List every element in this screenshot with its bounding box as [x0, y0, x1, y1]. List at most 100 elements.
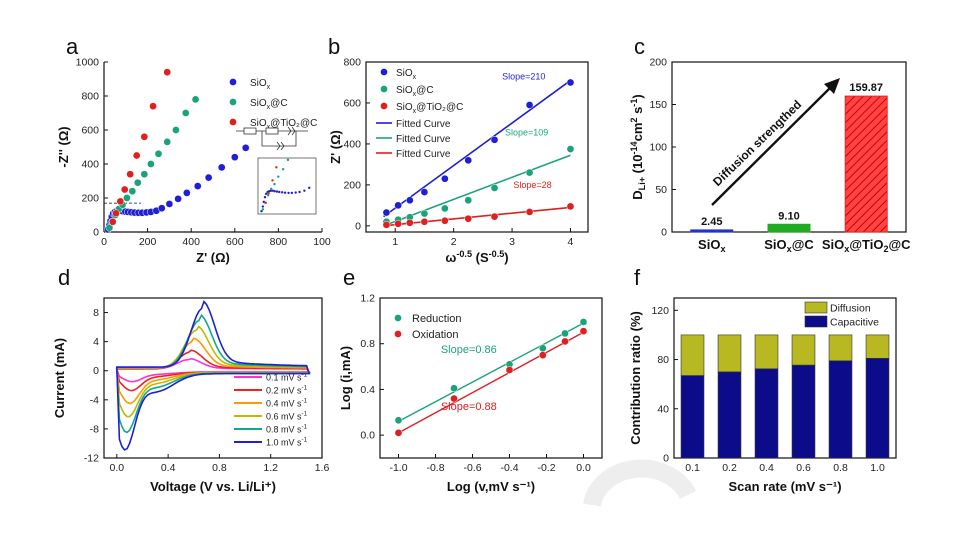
data-point-1 [566, 145, 575, 153]
data-point-2 [126, 170, 135, 179]
data-point-2 [140, 132, 149, 141]
data-point-0 [579, 318, 588, 326]
data-point-1 [128, 187, 137, 196]
inset-point-0 [298, 190, 301, 194]
data-point-2 [394, 219, 402, 228]
axis-frame [379, 297, 603, 459]
x-tick-label: -0.2 [537, 462, 555, 474]
category-label: SiOx [698, 237, 725, 254]
x-tick-label: 0 [101, 236, 107, 248]
data-point-0 [193, 182, 202, 190]
legend-marker [229, 78, 237, 86]
data-point-0 [394, 201, 402, 210]
legend-marker [380, 68, 388, 76]
data-point-0 [405, 196, 414, 205]
circuit-wire [261, 131, 297, 147]
legend-label: Fitted Curve [396, 119, 451, 130]
data-point-0 [241, 144, 250, 152]
y-tick-label: -8 [90, 423, 99, 435]
bar-segment-1 [865, 334, 890, 359]
inset-point-0 [273, 190, 276, 193]
data-point-1 [579, 327, 588, 335]
data-point-0 [490, 135, 499, 144]
bar-segment-0 [754, 368, 779, 459]
data-point-0 [204, 173, 213, 182]
panel-c: c 0 50 100 150 200 DLi+ (10-14cm2 s-1) 2.45 SiOx… [629, 34, 911, 254]
data-point-1 [140, 170, 149, 179]
data-point-1 [450, 394, 458, 403]
data-point-0 [217, 163, 226, 172]
data-point-0 [450, 384, 458, 393]
data-point-0 [394, 416, 403, 425]
x-tick-label: 600 [226, 236, 244, 248]
x-tick-label: 200 [139, 236, 157, 248]
y-axis-label: Current (mA) [52, 338, 67, 418]
legend-label: SiOx@C [250, 98, 288, 111]
data-point-1 [464, 196, 473, 205]
bar-segment-0 [680, 375, 705, 459]
panel-b: b 1 2 3 4 0 200 400 600 800 ω-0.5 (S-0.5) Z' (Ω) SiO… [328, 34, 589, 265]
y-tick-label: 0 [93, 227, 99, 239]
legend-label: 0.8 mV s-1 [266, 424, 308, 435]
y-tick-label: 800 [343, 57, 361, 69]
y-tick-label: 1.2 [360, 293, 375, 305]
y-tick-label: 8 [93, 307, 99, 319]
data-point-0 [230, 153, 239, 162]
bar-segment-0 [717, 371, 742, 459]
inset-point-0 [269, 189, 272, 193]
legend-label: 0.1 mV s-1 [266, 372, 308, 383]
x-tick-label: 100 [313, 236, 331, 248]
data-point-1 [133, 178, 142, 187]
x-tick-label: 1 [392, 236, 398, 248]
legend-swatch [804, 301, 828, 314]
data-point-1 [420, 209, 429, 218]
y-tick-label: 600 [81, 125, 99, 137]
legend-label: 0.2 mV s-1 [266, 385, 308, 396]
category-label: SiOx@C [764, 237, 814, 254]
panel-label: a [66, 34, 79, 59]
slope-annotation: Slope=210 [502, 71, 545, 81]
data-point-0 [165, 200, 174, 208]
slope-annotation: Slope=109 [505, 128, 548, 138]
bar-value-label: 159.87 [849, 82, 883, 94]
axis-frame [103, 297, 323, 459]
inset-point-1 [281, 168, 285, 171]
bar-segment-1 [754, 334, 779, 370]
data-point-1 [394, 429, 403, 437]
x-tick-label: 0.0 [110, 462, 125, 474]
inset-point-0 [283, 191, 287, 194]
inset-frame [257, 157, 317, 215]
bar-segment-1 [791, 334, 816, 366]
x-tick-label: 800 [270, 236, 288, 248]
legend-label: SiOx@TiO₂@C [396, 102, 463, 115]
trend-arrow [711, 85, 833, 206]
inset-point-1 [277, 175, 280, 178]
cv-curve-5 [115, 300, 311, 451]
bar-segment-1 [717, 334, 742, 373]
x-tick-label: 0.4 [759, 462, 774, 474]
data-point-0 [561, 329, 569, 338]
data-point-2 [382, 220, 391, 229]
x-tick-label: 2 [451, 236, 457, 248]
bar-value-label: 2.45 [701, 216, 722, 228]
data-point-1 [147, 160, 155, 168]
data-point-0 [566, 78, 575, 87]
x-axis-label: Voltage (V vs. Li/Li⁺) [150, 479, 276, 494]
x-tick-label: 0.2 [722, 462, 737, 474]
fit-line [398, 331, 584, 434]
panel-label: f [634, 265, 641, 290]
y-tick-label: 0.8 [360, 338, 375, 350]
legend-label: Capacitive [830, 317, 879, 329]
data-point-1 [123, 194, 131, 202]
slope-annotation: Slope=28 [513, 180, 551, 190]
y-tick-label: 0 [661, 227, 667, 239]
data-point-1 [172, 126, 180, 134]
y-axis-label: -Z'' (Ω) [56, 126, 71, 167]
inset-point-1 [273, 182, 276, 186]
inset-point-0 [308, 186, 311, 190]
fit-line [383, 79, 571, 218]
x-tick-label: 0.8 [212, 462, 227, 474]
y-axis-label: Log (i,mA) [338, 346, 353, 410]
legend-label: Reduction [412, 313, 462, 325]
data-point-1 [525, 168, 534, 177]
